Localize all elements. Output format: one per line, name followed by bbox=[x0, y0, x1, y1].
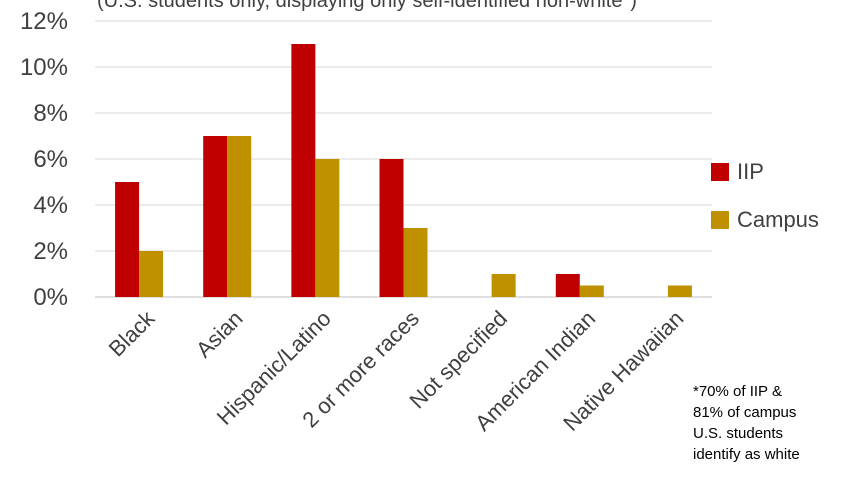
bar-campus-asian bbox=[227, 136, 252, 297]
bar-iip-black bbox=[115, 182, 140, 297]
legend-swatch-campus bbox=[711, 211, 729, 229]
legend-swatch-iip bbox=[711, 163, 729, 181]
footnote-line: U.S. students bbox=[693, 425, 784, 442]
y-axis-labels: 0% 2% 4% 6% 8% 10% 12% bbox=[20, 8, 68, 311]
y-tick-label: 2% bbox=[33, 238, 68, 265]
bar-campus-american-indian bbox=[579, 285, 604, 297]
legend-label-campus: Campus bbox=[737, 207, 819, 232]
bar-campus-native-hawaiian bbox=[667, 285, 692, 297]
y-tick-label: 0% bbox=[33, 284, 68, 311]
bar-iip-2-or-more-races bbox=[379, 159, 404, 297]
x-tick-label: Black bbox=[104, 305, 160, 361]
y-tick-label: 4% bbox=[33, 192, 68, 219]
footnote-line: identify as white bbox=[693, 446, 800, 463]
y-tick-label: 10% bbox=[20, 54, 68, 81]
x-tick-label: Asian bbox=[191, 306, 248, 363]
footnote-line: 81% of campus bbox=[693, 404, 797, 421]
footnote-line: *70% of IIP & bbox=[693, 383, 782, 400]
y-tick-label: 12% bbox=[20, 8, 68, 35]
bar-campus-hispanic-latino bbox=[315, 159, 340, 297]
bar-iip-asian bbox=[203, 136, 228, 297]
footnote: *70% of IIP & 81% of campus U.S. student… bbox=[693, 381, 841, 465]
legend: IIP Campus bbox=[711, 159, 819, 232]
legend-label-iip: IIP bbox=[737, 159, 764, 184]
bar-campus-2-or-more-races bbox=[403, 228, 428, 297]
y-tick-label: 6% bbox=[33, 146, 68, 173]
bar-campus-black bbox=[139, 251, 164, 297]
bar-campus-not-specified bbox=[491, 274, 516, 297]
bars bbox=[115, 44, 692, 297]
y-tick-label: 8% bbox=[33, 100, 68, 127]
bar-iip-american-indian bbox=[555, 274, 580, 297]
bar-iip-hispanic-latino bbox=[291, 44, 316, 297]
chart-subtitle: (U.S. students only, displaying only sel… bbox=[97, 0, 637, 12]
